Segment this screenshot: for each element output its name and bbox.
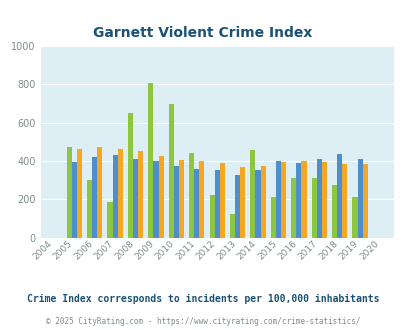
Bar [153, 161, 158, 238]
Bar [158, 156, 163, 238]
Bar [209, 194, 214, 238]
Bar [219, 163, 224, 238]
Bar [133, 159, 138, 238]
Bar [275, 161, 280, 238]
Bar [234, 176, 240, 238]
Bar [173, 166, 179, 238]
Bar [87, 180, 92, 238]
Bar [311, 178, 316, 238]
Bar [316, 159, 321, 238]
Bar [168, 104, 173, 238]
Bar [194, 169, 199, 238]
Bar [77, 148, 82, 238]
Bar [352, 197, 357, 238]
Text: Crime Index corresponds to incidents per 100,000 inhabitants: Crime Index corresponds to incidents per… [27, 294, 378, 304]
Bar [189, 153, 194, 238]
Bar [270, 197, 275, 238]
Bar [107, 202, 112, 238]
Bar [301, 161, 306, 238]
Bar [362, 164, 367, 238]
Text: © 2025 CityRating.com - https://www.cityrating.com/crime-statistics/: © 2025 CityRating.com - https://www.city… [46, 317, 359, 326]
Bar [260, 166, 265, 238]
Bar [199, 161, 204, 238]
Bar [92, 157, 97, 238]
Bar [128, 113, 133, 238]
Bar [321, 162, 326, 238]
Bar [66, 147, 72, 238]
Bar [290, 178, 296, 238]
Bar [112, 155, 117, 238]
Bar [229, 214, 234, 238]
Bar [280, 162, 286, 238]
Bar [72, 162, 77, 238]
Bar [331, 185, 336, 238]
Bar [97, 147, 102, 238]
Text: Garnett Violent Crime Index: Garnett Violent Crime Index [93, 26, 312, 40]
Bar [148, 82, 153, 238]
Bar [179, 160, 183, 238]
Bar [357, 159, 362, 238]
Bar [255, 170, 260, 238]
Bar [138, 150, 143, 238]
Bar [117, 148, 122, 238]
Bar [341, 164, 347, 238]
Bar [336, 154, 341, 238]
Bar [296, 163, 301, 238]
Bar [214, 170, 219, 238]
Bar [250, 149, 255, 238]
Bar [240, 167, 245, 238]
